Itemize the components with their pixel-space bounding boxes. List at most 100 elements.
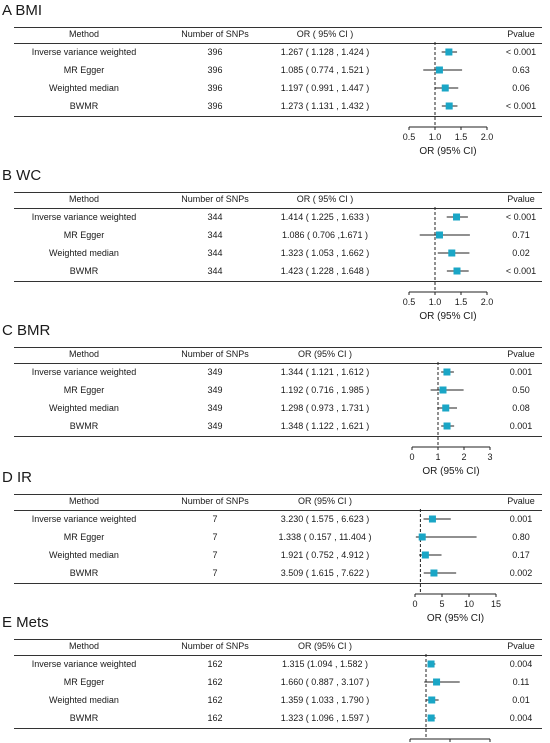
- or-ci-cell: 1.267 ( 1.128 , 1.424 ): [280, 47, 370, 57]
- x-tick-label: 1.0: [429, 132, 442, 142]
- column-header-or: OR ( 95% CI ): [296, 194, 354, 204]
- x-tick-label: 0.5: [403, 297, 416, 307]
- snps-cell: 162: [207, 677, 223, 687]
- column-header-snps: Number of SNPs: [181, 496, 249, 506]
- snps-cell: 396: [207, 101, 223, 111]
- column-header-method: Method: [68, 496, 100, 506]
- pvalue-cell: 0.01: [512, 695, 530, 705]
- x-tick-label: 2.0: [481, 132, 494, 142]
- x-tick-label: 1: [435, 452, 440, 462]
- snps-cell: 349: [207, 421, 223, 431]
- header-bottom-rule: [14, 655, 542, 656]
- point-estimate-marker: [442, 404, 450, 412]
- point-estimate-marker: [445, 48, 453, 56]
- table-bottom-rule: [14, 436, 542, 437]
- method-cell: Weighted median: [49, 695, 119, 705]
- or-ci-cell: 1.423 ( 1.228 , 1.648 ): [280, 266, 370, 276]
- point-estimate-marker: [445, 102, 453, 110]
- pvalue-cell: 0.001: [509, 514, 533, 524]
- point-estimate-marker: [439, 386, 447, 394]
- forest-panel: E Mets Method Number of SNPs OR (95% CI ) Pv…: [0, 612, 550, 743]
- or-ci-cell: 3.230 ( 1.575 , 6.623 ): [280, 514, 370, 524]
- pvalue-cell: < 0.001: [505, 212, 537, 222]
- x-tick-label: 0: [412, 599, 417, 609]
- x-tick-label: 5: [439, 599, 444, 609]
- table-bottom-rule: [14, 116, 542, 117]
- method-cell: Inverse variance weighted: [31, 514, 137, 524]
- or-ci-cell: 3.509 ( 1.615 , 7.622 ): [280, 568, 370, 578]
- point-estimate-marker: [421, 551, 429, 559]
- header-bottom-rule: [14, 510, 542, 511]
- header-bottom-rule: [14, 208, 542, 209]
- snps-cell: 396: [207, 65, 223, 75]
- method-cell: MR Egger: [63, 65, 105, 75]
- or-ci-cell: 1.273 ( 1.131 , 1.432 ): [280, 101, 370, 111]
- panel-title: E Mets: [2, 614, 49, 631]
- method-cell: MR Egger: [63, 532, 105, 542]
- or-ci-cell: 1.298 ( 0.973 , 1.731 ): [280, 403, 370, 413]
- snps-cell: 396: [207, 83, 223, 93]
- column-header-snps: Number of SNPs: [181, 29, 249, 39]
- header-top-rule: [14, 347, 542, 348]
- snps-cell: 7: [212, 550, 218, 560]
- snps-cell: 344: [207, 266, 223, 276]
- column-header-or: OR (95% CI ): [297, 496, 353, 506]
- snps-cell: 7: [212, 514, 218, 524]
- x-tick-label: 1.0: [429, 297, 442, 307]
- pvalue-cell: 0.11: [512, 677, 530, 687]
- or-ci-cell: 1.085 ( 0.774 , 1.521 ): [280, 65, 370, 75]
- column-header-or: OR ( 95% CI ): [296, 29, 354, 39]
- x-tick-label: 0.5: [403, 132, 416, 142]
- point-estimate-marker: [443, 422, 451, 430]
- method-cell: Weighted median: [49, 83, 119, 93]
- point-estimate-marker: [428, 696, 436, 704]
- point-estimate-marker: [430, 569, 438, 577]
- column-header-pvalue: Pvalue: [507, 29, 535, 39]
- forest-plot: 0.5 1.0 1.5 2.0 OR (95% CI): [403, 42, 494, 157]
- point-estimate-marker: [441, 84, 449, 92]
- pvalue-cell: 0.001: [509, 367, 533, 377]
- pvalue-cell: < 0.001: [505, 266, 537, 276]
- column-header-pvalue: Pvalue: [507, 496, 535, 506]
- point-estimate-marker: [418, 533, 426, 541]
- method-cell: Inverse variance weighted: [31, 659, 137, 669]
- snps-cell: 7: [212, 568, 218, 578]
- column-header-pvalue: Pvalue: [507, 349, 535, 359]
- or-ci-cell: 1.359 ( 1.033 , 1.790 ): [280, 695, 370, 705]
- method-cell: MR Egger: [63, 230, 105, 240]
- snps-cell: 349: [207, 403, 223, 413]
- method-cell: BWMR: [69, 713, 99, 723]
- pvalue-cell: < 0.001: [505, 47, 537, 57]
- forest-panel: A BMI Method Number of SNPs OR ( 95% CI ) Pv…: [0, 0, 550, 160]
- table-bottom-rule: [14, 281, 542, 282]
- column-header-method: Method: [68, 194, 100, 204]
- snps-cell: 344: [207, 230, 223, 240]
- panel-title: A BMI: [2, 2, 43, 19]
- snps-cell: 7: [212, 532, 218, 542]
- or-ci-cell: 1.086 ( 0.706 ,1.671 ): [281, 230, 369, 240]
- pvalue-cell: < 0.001: [505, 101, 537, 111]
- or-ci-cell: 1.323 ( 1.053 , 1.662 ): [280, 248, 370, 258]
- method-cell: Weighted median: [49, 550, 119, 560]
- panel-title: D IR: [2, 469, 32, 486]
- pvalue-cell: 0.63: [512, 65, 530, 75]
- forest-plot: 0.02.55.0OR (95% CI): [409, 654, 491, 742]
- method-cell: Inverse variance weighted: [31, 367, 137, 377]
- column-header-method: Method: [68, 641, 100, 651]
- point-estimate-marker: [427, 660, 435, 668]
- forest-plot: 0.5 1.0 1.5 2.0 OR (95% CI): [403, 207, 493, 322]
- panel-title: C BMR: [2, 322, 51, 339]
- or-ci-cell: 1.315 (1.094 , 1.582 ): [281, 659, 369, 669]
- x-tick-label: 15: [491, 599, 501, 609]
- table-bottom-rule: [14, 728, 542, 729]
- x-axis-label: OR (95% CI): [419, 311, 476, 322]
- pvalue-cell: 0.08: [512, 403, 530, 413]
- or-ci-cell: 1.660 ( 0.887 , 3.107 ): [280, 677, 370, 687]
- or-ci-cell: 1.323 ( 1.096 , 1.597 ): [280, 713, 370, 723]
- pvalue-cell: 0.002: [509, 568, 533, 578]
- forest-panel: B WC Method Number of SNPs OR ( 95% CI ) Pva…: [0, 165, 550, 322]
- snps-cell: 349: [207, 367, 223, 377]
- method-cell: MR Egger: [63, 385, 105, 395]
- x-tick-label: 1.5: [455, 297, 468, 307]
- method-cell: Weighted median: [49, 248, 119, 258]
